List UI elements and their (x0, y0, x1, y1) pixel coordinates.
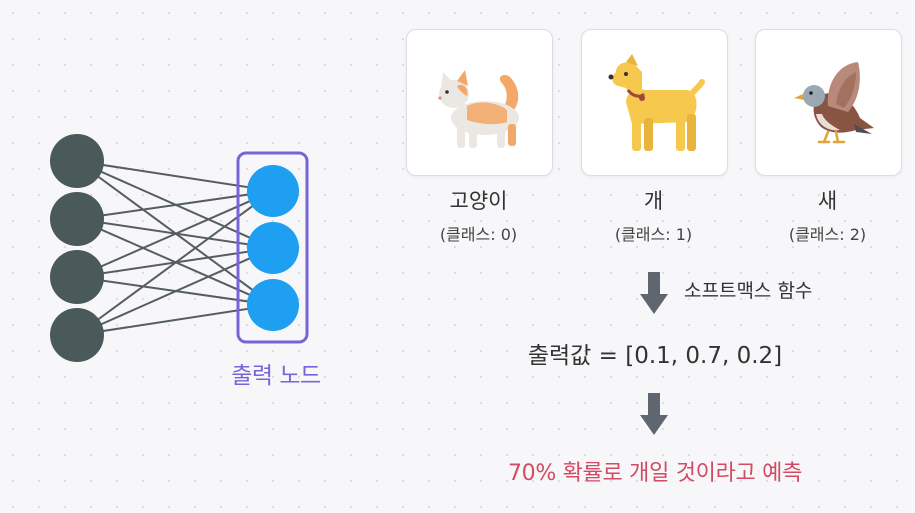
dog-card (581, 29, 728, 176)
output-node (247, 165, 299, 217)
cat-card (406, 29, 553, 176)
input-node (50, 308, 104, 362)
network-edge (76, 190, 274, 336)
class-name-bird: 새 (817, 189, 838, 213)
network-edges (76, 160, 274, 336)
network-edge (76, 190, 274, 220)
input-node (50, 192, 104, 246)
network-edge (76, 160, 274, 192)
bird-card (755, 29, 902, 176)
bird-icon (794, 62, 874, 144)
class-index-bird: (클래스: 2) (788, 225, 867, 244)
network-nodes (50, 134, 299, 362)
class-index-cat: (클래스: 0) (439, 225, 518, 244)
input-node (50, 134, 104, 188)
class-name-cat: 고양이 (449, 189, 508, 213)
output-nodes-label: 출력 노드 (231, 363, 321, 389)
prediction-text: 70% 확률로 개일 것이라고 예측 (507, 461, 803, 486)
dog-icon (608, 54, 705, 151)
input-node (50, 250, 104, 304)
softmax-label: 소프트맥스 함수 (684, 280, 813, 302)
down-arrow-icon (640, 393, 668, 435)
network-edge (76, 304, 274, 336)
down-arrow-icon (640, 272, 668, 314)
output-node (247, 279, 299, 331)
cat-icon (438, 70, 519, 148)
network-edge (76, 190, 274, 278)
output-node (247, 222, 299, 274)
class-name-dog: 개 (643, 189, 664, 213)
output-values-text: 출력값 = [0.1, 0.7, 0.2] (527, 343, 783, 369)
class-index-dog: (클래스: 1) (614, 225, 693, 244)
network-edge (76, 247, 274, 336)
output-nodes-highlight-box (236, 151, 309, 344)
neural-network-diagram (50, 134, 309, 362)
